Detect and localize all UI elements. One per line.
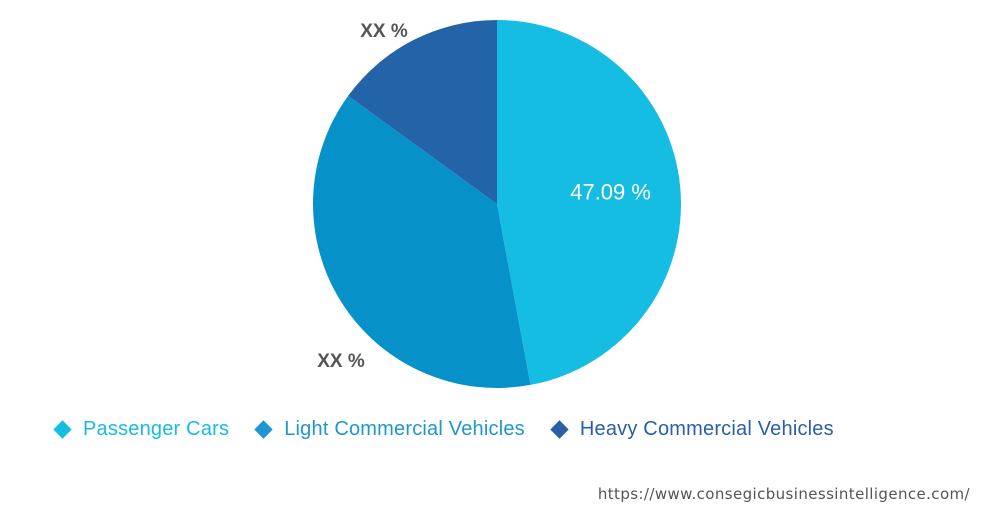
data-label-light-commercial-vehicles: XX % [317,351,365,372]
pie-data-labels: 47.09 % XX % XX % [317,21,651,372]
pie-slices [313,20,681,388]
legend-item-passenger-cars: Passenger Cars [50,418,229,441]
data-label-passenger-cars: 47.09 % [570,179,651,204]
data-label-heavy-commercial-vehicles: XX % [360,21,408,42]
legend-label-light-commercial-vehicles: Light Commercial Vehicles [284,417,525,440]
legend-label-passenger-cars: Passenger Cars [83,417,230,440]
legend-marker-light-commercial-vehicles [254,419,273,439]
source-url: https://www.consegicbusinessintelligence… [597,485,970,503]
pie-slice-heavy-commercial-vehicles [348,20,497,204]
legend-label-heavy-commercial-vehicles: Heavy Commercial Vehicles [579,417,834,440]
pie-slice-light-commercial-vehicles [313,95,531,388]
chart-legend: Passenger Cars Light Commercial Vehicles… [50,412,950,446]
legend-item-heavy-commercial-vehicles: Heavy Commercial Vehicles [547,418,834,441]
legend-marker-passenger-cars [53,419,72,439]
legend-item-light-commercial-vehicles: Light Commercial Vehicles [251,418,525,441]
legend-marker-heavy-commercial-vehicles [550,419,569,439]
pie-slice-passenger-cars [497,20,681,385]
